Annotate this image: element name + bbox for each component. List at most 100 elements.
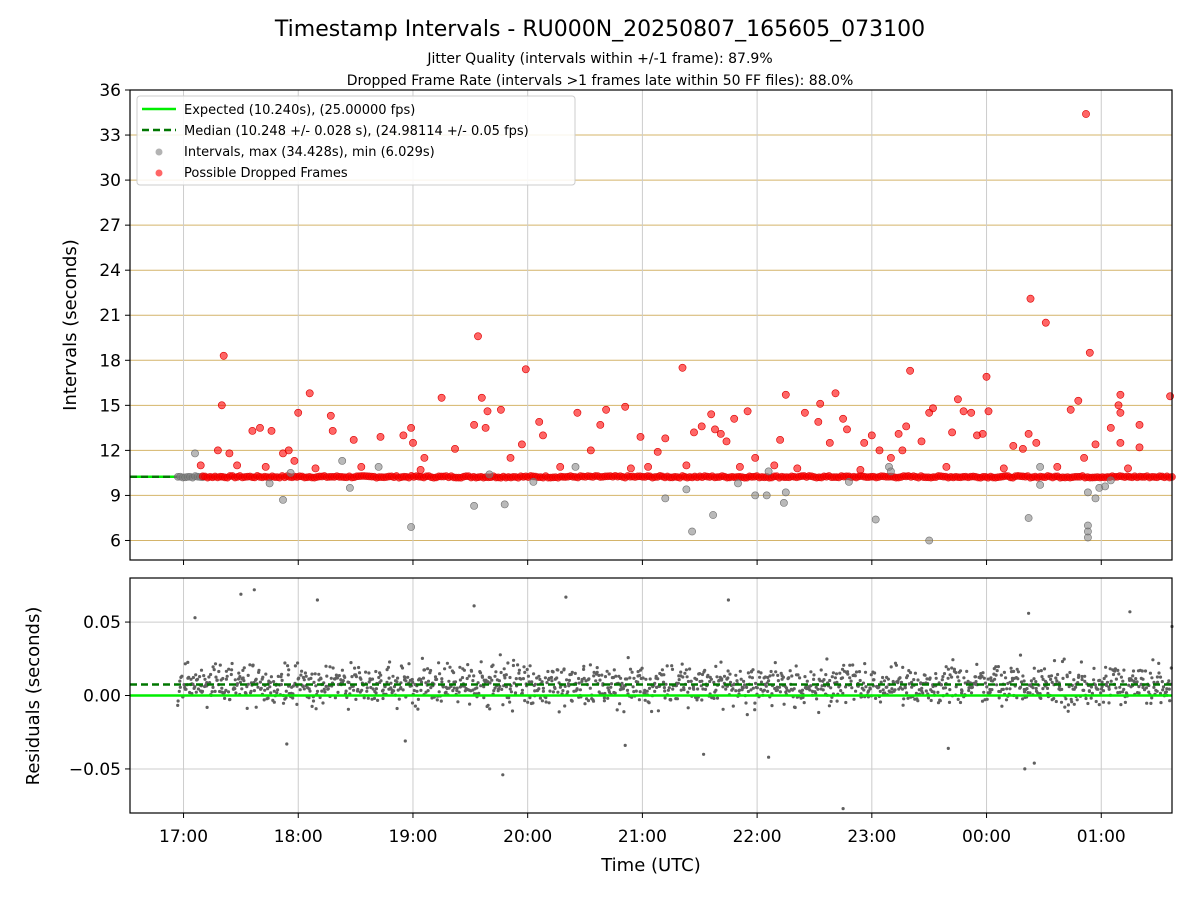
- residual-point: [379, 673, 383, 677]
- residual-point: [326, 687, 330, 691]
- residual-point: [625, 677, 629, 681]
- dropped-frame-point: [793, 464, 802, 473]
- residual-point: [722, 674, 727, 678]
- residual-point: [1005, 687, 1009, 691]
- residual-point: [643, 691, 647, 695]
- residual-point: [890, 687, 894, 691]
- residual-point: [939, 683, 944, 687]
- residual-point: [994, 665, 998, 669]
- residual-point: [831, 671, 836, 675]
- interval-point: [470, 501, 478, 510]
- residual-point: [839, 689, 843, 693]
- residual-point: [609, 682, 614, 686]
- residual-point: [213, 662, 218, 666]
- residual-point: [437, 690, 441, 694]
- dropped-frame-point: [736, 462, 744, 471]
- residual-point: [735, 679, 739, 683]
- residual-point: [297, 676, 301, 680]
- residual-point: [753, 708, 757, 712]
- residual-point: [365, 686, 369, 690]
- residual-point: [848, 676, 852, 680]
- residual-point: [910, 680, 914, 685]
- residual-point: [517, 668, 522, 672]
- residual-point: [280, 678, 284, 683]
- residual-point: [849, 679, 853, 683]
- residual-point: [486, 703, 490, 707]
- residual-point: [1079, 660, 1083, 664]
- residual-point: [924, 689, 928, 693]
- residual-point: [592, 670, 596, 675]
- residual-point: [526, 700, 530, 704]
- residual-point: [942, 672, 947, 676]
- residual-point: [695, 677, 699, 682]
- residual-point: [1008, 680, 1012, 684]
- residual-point: [438, 672, 442, 676]
- residual-point: [960, 689, 964, 693]
- dropped-frame-point: [470, 420, 478, 429]
- dropped-frame-point: [420, 453, 429, 462]
- legend-dropped-swatch: [155, 169, 163, 177]
- residual-point: [602, 699, 607, 703]
- residual-point: [1050, 680, 1054, 685]
- intervals-y-tick-label: 36: [99, 81, 121, 101]
- residual-point: [1083, 674, 1087, 678]
- dropped-frame-point: [776, 435, 784, 444]
- residual-point: [1134, 677, 1138, 681]
- residual-point: [1152, 685, 1156, 690]
- residual-point: [178, 685, 182, 689]
- residual-point: [1150, 696, 1154, 700]
- interval-point: [688, 527, 696, 536]
- residual-point: [302, 678, 306, 682]
- residual-point: [482, 696, 486, 700]
- residual-point: [916, 678, 920, 682]
- residual-point: [410, 677, 414, 682]
- residual-point: [970, 685, 975, 689]
- residual-point: [570, 670, 574, 674]
- residual-point: [1119, 703, 1123, 707]
- residual-point: [881, 675, 885, 680]
- residual-point: [667, 686, 671, 690]
- residual-point: [325, 674, 329, 678]
- dropped-frame-point: [942, 462, 951, 471]
- residual-point: [932, 690, 936, 694]
- residual-point: [184, 687, 188, 691]
- residual-point: [775, 688, 780, 692]
- residual-point: [660, 668, 665, 672]
- residual-point: [266, 696, 270, 700]
- residual-point: [656, 677, 660, 681]
- residual-point: [834, 672, 839, 676]
- residual-point: [549, 675, 554, 680]
- residual-point: [966, 679, 970, 684]
- residual-point: [309, 676, 313, 681]
- residual-point: [754, 681, 758, 686]
- residual-point: [1016, 670, 1021, 674]
- residual-point: [1168, 699, 1172, 703]
- legend: Expected (10.240s), (25.00000 fps) Media…: [136, 95, 576, 186]
- residual-point: [844, 700, 848, 705]
- dropped-frame-point: [225, 449, 234, 458]
- residual-point: [259, 686, 263, 690]
- interval-point: [407, 523, 415, 531]
- residual-point: [308, 689, 312, 693]
- residual-point: [808, 688, 812, 692]
- dropped-frame-point: [814, 417, 823, 426]
- residual-point: [825, 657, 829, 661]
- residual-point: [588, 663, 593, 667]
- interval-point: [1091, 494, 1100, 503]
- residual-point: [1001, 687, 1005, 692]
- dropped-frame-point: [1116, 408, 1125, 417]
- residual-point: [514, 677, 518, 681]
- residual-point: [1150, 676, 1154, 680]
- residual-point: [757, 670, 761, 674]
- residual-point: [665, 664, 669, 668]
- residual-point: [994, 673, 998, 677]
- dropped-frame-point: [535, 417, 544, 426]
- residual-point: [406, 675, 410, 679]
- residual-point: [508, 687, 512, 691]
- residual-point: [1019, 680, 1024, 684]
- residual-point: [519, 677, 523, 681]
- residual-point: [324, 684, 328, 689]
- residual-point: [844, 685, 848, 689]
- residual-point: [509, 690, 513, 694]
- residual-point: [203, 677, 207, 681]
